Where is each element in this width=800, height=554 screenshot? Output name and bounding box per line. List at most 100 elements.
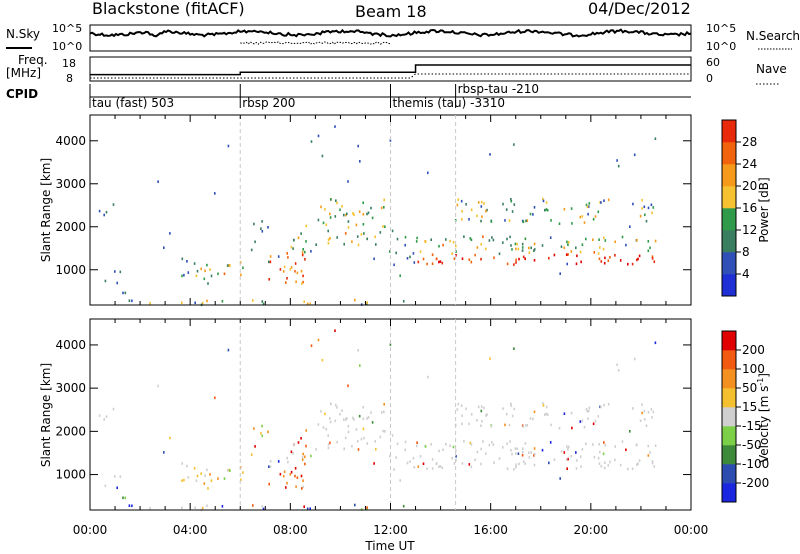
power-cell — [302, 274, 304, 278]
noise-panel: N.Sky 10^5 10^0 10^5 10^0 N.Search — [6, 22, 800, 53]
power-cell — [442, 243, 444, 247]
power-cell — [579, 250, 582, 254]
velocity-cell — [579, 455, 582, 458]
power-cell — [604, 256, 606, 260]
power-cell — [486, 208, 488, 212]
velocity-cell — [355, 428, 358, 431]
power-cell — [482, 235, 484, 238]
power-cell — [485, 209, 487, 213]
velocity-cell — [593, 455, 596, 459]
velocity-cell — [301, 487, 303, 490]
velocity-cell — [654, 341, 657, 345]
velocity-cell — [358, 414, 361, 418]
power-cell — [518, 257, 520, 261]
velocity-cell — [320, 410, 322, 413]
power-cell — [492, 238, 495, 242]
velocity-cell — [395, 456, 397, 459]
freq-tick-top: 18 — [62, 57, 76, 70]
power-cell — [521, 246, 524, 249]
power-cell — [438, 260, 440, 264]
power-cell — [567, 253, 569, 256]
power-cell — [317, 134, 320, 138]
frequency-panel: Freq. [MHz] 18 8 60 0 Nave CPID tau (fas… — [6, 53, 787, 110]
power-cell — [112, 203, 115, 206]
velocity-cell — [366, 442, 368, 445]
velocity-cell — [517, 452, 520, 455]
power-cell — [252, 299, 254, 302]
velocity-cell — [116, 486, 118, 490]
freq-line — [90, 64, 691, 76]
power-cell — [327, 238, 330, 241]
velocity-cell — [329, 441, 331, 445]
power-cell — [384, 225, 386, 228]
power-cell — [654, 239, 657, 243]
velocity-cell — [317, 338, 320, 342]
velocity-cell — [104, 484, 107, 488]
power-cell — [533, 248, 536, 251]
power-cell — [533, 259, 536, 262]
velocity-cell — [521, 450, 524, 454]
power-cell — [329, 212, 331, 216]
power-cell — [585, 203, 588, 207]
velocity-cb-tick-label: -200 — [742, 476, 769, 490]
power-cell — [598, 257, 601, 261]
n-search-label: N.Search — [746, 29, 800, 43]
velocity-cell — [480, 462, 482, 466]
noise-frame — [89, 24, 692, 52]
power-cell — [511, 248, 513, 251]
velocity-cell — [566, 467, 568, 470]
velocity-cell — [330, 402, 332, 405]
velocity-cell — [486, 413, 488, 416]
power-cell — [581, 215, 584, 218]
power-cell — [250, 248, 253, 252]
velocity-cell — [344, 436, 347, 440]
velocity-cell — [480, 409, 483, 413]
power-cell — [366, 237, 368, 241]
noise-right-tick-bottom: 10^0 — [706, 40, 736, 53]
power-cell — [645, 219, 648, 223]
power-cell — [586, 205, 589, 209]
velocity-cell — [542, 404, 545, 407]
power-cell — [490, 220, 493, 223]
velocity-cell — [649, 451, 651, 454]
velocity-ytick-label: 4000 — [55, 338, 86, 352]
power-cell — [488, 239, 491, 242]
power-cell — [262, 302, 265, 306]
power-cell — [528, 251, 531, 254]
cpid-segment-label: rbsp-tau -210 — [458, 82, 539, 96]
power-cell — [522, 220, 525, 224]
velocity-cell — [206, 468, 208, 472]
velocity-cell — [509, 440, 511, 443]
velocity-cell — [474, 458, 476, 462]
velocity-cell — [327, 443, 330, 446]
velocity-cell — [357, 448, 360, 451]
power-cb-swatch — [722, 186, 736, 209]
velocity-cell — [600, 405, 602, 409]
velocity-cell — [329, 420, 332, 424]
power-cell — [268, 260, 270, 264]
power-cell — [412, 252, 415, 255]
power-cell — [283, 265, 286, 269]
power-cell — [521, 242, 524, 246]
velocity-cell — [292, 443, 295, 447]
power-cell — [206, 263, 208, 267]
velocity-cell — [402, 504, 405, 508]
velocity-cell — [651, 460, 654, 463]
velocity-cb-swatch — [722, 445, 736, 465]
power-cell — [647, 206, 650, 210]
power-cell — [204, 269, 206, 273]
time-tick-label: 20:00 — [574, 523, 609, 537]
power-cell — [567, 240, 570, 244]
power-cell — [480, 200, 483, 204]
velocity-cell — [485, 414, 487, 417]
velocity-cell — [301, 455, 304, 459]
power-cell — [575, 246, 577, 250]
power-cell — [609, 256, 611, 259]
power-cell — [169, 232, 171, 235]
velocity-cell — [286, 456, 288, 460]
power-cell — [528, 246, 530, 250]
velocity-cell — [621, 440, 624, 443]
velocity-cell — [614, 445, 616, 448]
velocity-cell — [524, 462, 526, 465]
velocity-cell — [345, 418, 347, 421]
